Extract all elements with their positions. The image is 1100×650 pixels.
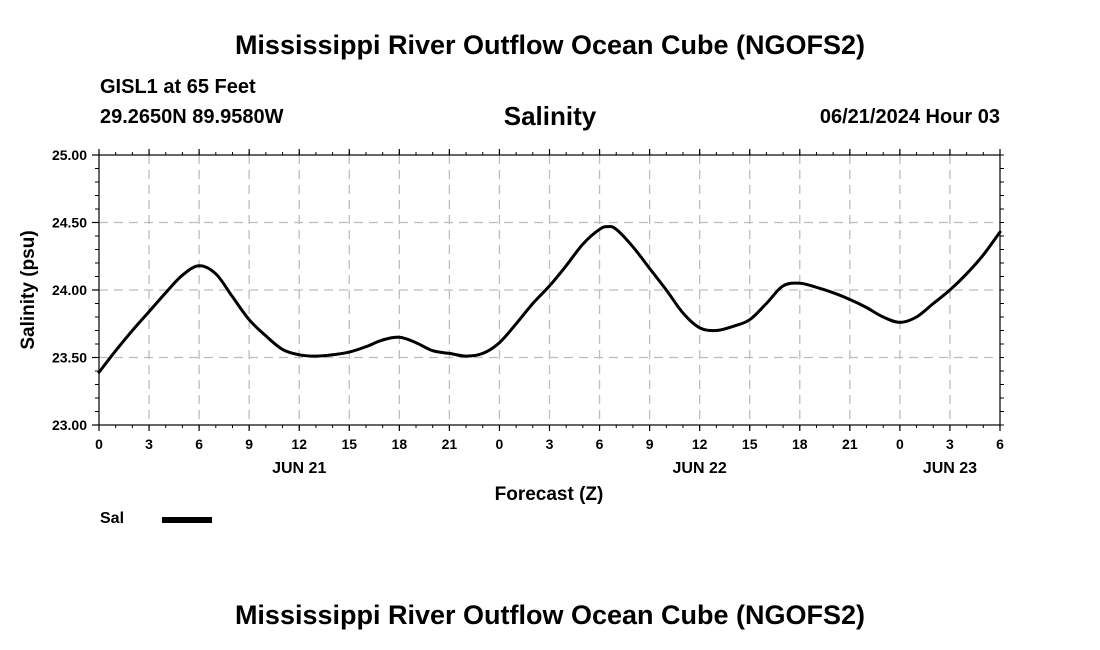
x-tick-label: 3 [145, 436, 153, 452]
x-tick-label: 3 [546, 436, 554, 452]
x-date-label: JUN 21 [272, 460, 326, 477]
y-tick-label: 24.50 [52, 215, 87, 231]
forecast-run-time: 06/21/2024 Hour 03 [819, 106, 1000, 128]
x-tick-label: 0 [496, 436, 504, 452]
x-tick-label: 6 [195, 436, 203, 452]
x-tick-label: 21 [442, 436, 458, 452]
station-coordinates: 29.2650N 89.9580W [100, 106, 284, 128]
x-tick-label: 3 [946, 436, 954, 452]
legend-line-swatch [162, 517, 212, 523]
y-tick-label: 23.50 [52, 350, 87, 366]
x-date-label: JUN 23 [923, 460, 977, 477]
x-tick-label: 0 [896, 436, 904, 452]
y-axis-label: Salinity (psu) [18, 230, 39, 349]
footer-title: Mississippi River Outflow Ocean Cube (NG… [234, 600, 866, 630]
main-title: Mississippi River Outflow Ocean Cube (NG… [234, 30, 866, 60]
series-line-sal [97, 225, 1002, 374]
x-tick-label: 18 [392, 436, 408, 452]
plot-frame [98, 154, 1001, 426]
x-tick-label: 21 [842, 436, 858, 452]
x-tick-label: 0 [95, 436, 103, 452]
x-axis-label: Forecast (Z) [495, 484, 604, 505]
y-tick-label: 25.00 [52, 147, 87, 163]
x-tick-label: 18 [792, 436, 808, 452]
chart-title: Salinity [503, 101, 597, 131]
x-tick-label: 15 [742, 436, 758, 452]
x-tick-label: 12 [291, 436, 307, 452]
x-tick-label: 6 [996, 436, 1004, 452]
legend-label: Sal [100, 510, 125, 527]
y-tick-label: 24.00 [52, 282, 87, 298]
station-label: GISL1 at 65 Feet [100, 76, 256, 98]
x-date-label: JUN 22 [673, 460, 727, 477]
y-tick-label: 23.00 [52, 417, 87, 433]
x-tick-label: 9 [245, 436, 253, 452]
x-tick-label: 12 [692, 436, 708, 452]
x-tick-label: 15 [341, 436, 357, 452]
x-tick-label: 9 [646, 436, 654, 452]
x-tick-label: 6 [596, 436, 604, 452]
